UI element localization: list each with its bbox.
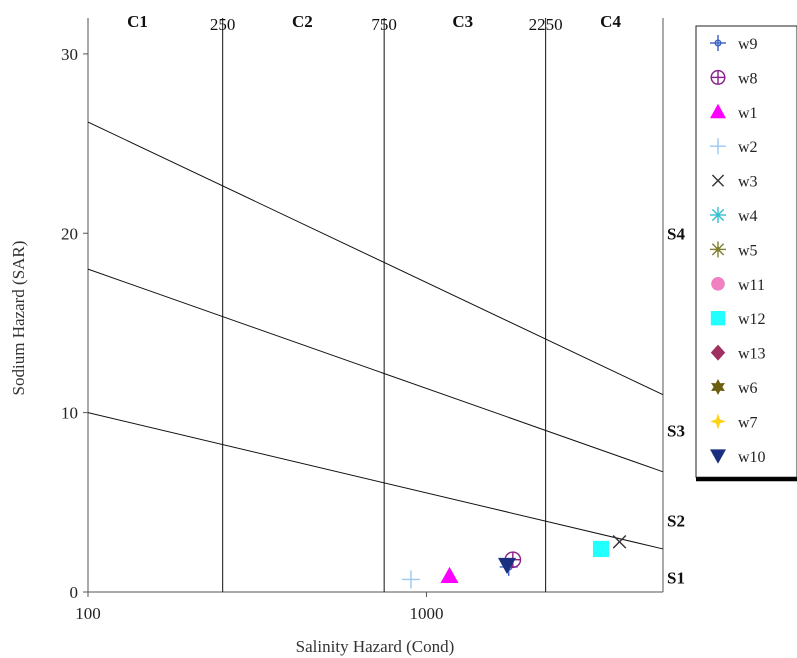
- sodium-hazard-line: [87, 412, 664, 550]
- legend-box: [695, 25, 797, 478]
- legend-marker-w11: [711, 277, 725, 291]
- legend-label: w8: [738, 70, 758, 87]
- legend-marker-w3: [711, 174, 725, 187]
- marker-part: [440, 566, 459, 584]
- sodium-class-label: S3: [667, 422, 685, 441]
- y-tick-label: 30: [61, 45, 78, 64]
- legend-label: w5: [738, 242, 758, 259]
- salinity-class-label: C1: [127, 12, 148, 31]
- y-tick-label: 10: [61, 404, 78, 423]
- legend-label: w6: [738, 380, 758, 397]
- legend-label: w4: [738, 208, 758, 225]
- legend-marker-w8: [710, 69, 726, 85]
- y-axis-title: Sodium Hazard (SAR): [9, 241, 28, 396]
- legend-label: w13: [738, 346, 766, 363]
- data-point-w12: [592, 540, 610, 558]
- y-tick-label: 0: [70, 583, 79, 602]
- sodium-hazard-line: [87, 121, 664, 396]
- marker-part: [498, 557, 517, 575]
- sodium-class-label: S2: [667, 511, 685, 530]
- marker-part: [710, 449, 726, 464]
- legend-marker-w7: [710, 413, 726, 430]
- legend-marker-w12: [710, 311, 726, 326]
- legend-marker-w6: [711, 379, 725, 395]
- salinity-class-label: C3: [452, 12, 473, 31]
- marker-part: [711, 208, 725, 222]
- sodium-class-label: S4: [667, 224, 685, 243]
- salinity-class-label: C4: [600, 12, 621, 31]
- data-point-w10: [498, 557, 517, 575]
- legend: w9 w8 w1 w2 w3 w4 w5 w11 w12 w13 w6 w7 w10: [695, 25, 797, 482]
- legend-marker-w9: [710, 35, 726, 51]
- legend-label: w10: [738, 449, 766, 466]
- marker-part: [612, 534, 627, 549]
- marker-part: [711, 379, 725, 395]
- class-boundary-label: 250: [210, 15, 236, 34]
- legend-marker-w13: [710, 344, 726, 361]
- legend-label: w7: [738, 414, 758, 431]
- x-tick-label: 100: [75, 604, 101, 623]
- data-point-w2: [401, 570, 420, 589]
- plot-layer: 0 10 20 30 100 1000 250 750 2250 C1 C2 C3 C4 S4 S3 S2 S1: [61, 12, 685, 623]
- data-point-w1: [440, 566, 459, 584]
- legend-marker-w10: [710, 449, 726, 464]
- legend-label: w9: [738, 36, 758, 53]
- class-boundary-label: 750: [371, 15, 397, 34]
- class-boundary-label: 2250: [529, 15, 563, 34]
- marker-part: [711, 174, 725, 187]
- legend-marker-w1: [710, 103, 726, 119]
- marker-part: [710, 103, 726, 119]
- marker-part: [710, 311, 726, 326]
- data-point-w3: [612, 534, 627, 549]
- sodium-class-label: S1: [667, 569, 685, 588]
- legend-marker-w5: [710, 241, 726, 258]
- sodium-hazard-line: [87, 268, 664, 473]
- salinity-class-label: C2: [292, 12, 313, 31]
- marker-part: [710, 413, 726, 430]
- legend-marker-w4: [710, 207, 726, 223]
- marker-part: [592, 540, 610, 558]
- marker-part: [711, 277, 725, 291]
- legend-marker-w2: [710, 138, 726, 155]
- x-axis-title: Salinity Hazard (Cond): [296, 637, 455, 656]
- y-tick-label: 20: [61, 224, 78, 243]
- marker-part: [710, 344, 726, 361]
- legend-label: w2: [738, 139, 758, 156]
- marker-part: [715, 247, 721, 252]
- x-tick-label: 1000: [409, 604, 443, 623]
- legend-label: w12: [738, 311, 766, 328]
- legend-label: w3: [738, 174, 758, 191]
- legend-label: w1: [738, 105, 758, 122]
- legend-label: w11: [738, 277, 765, 294]
